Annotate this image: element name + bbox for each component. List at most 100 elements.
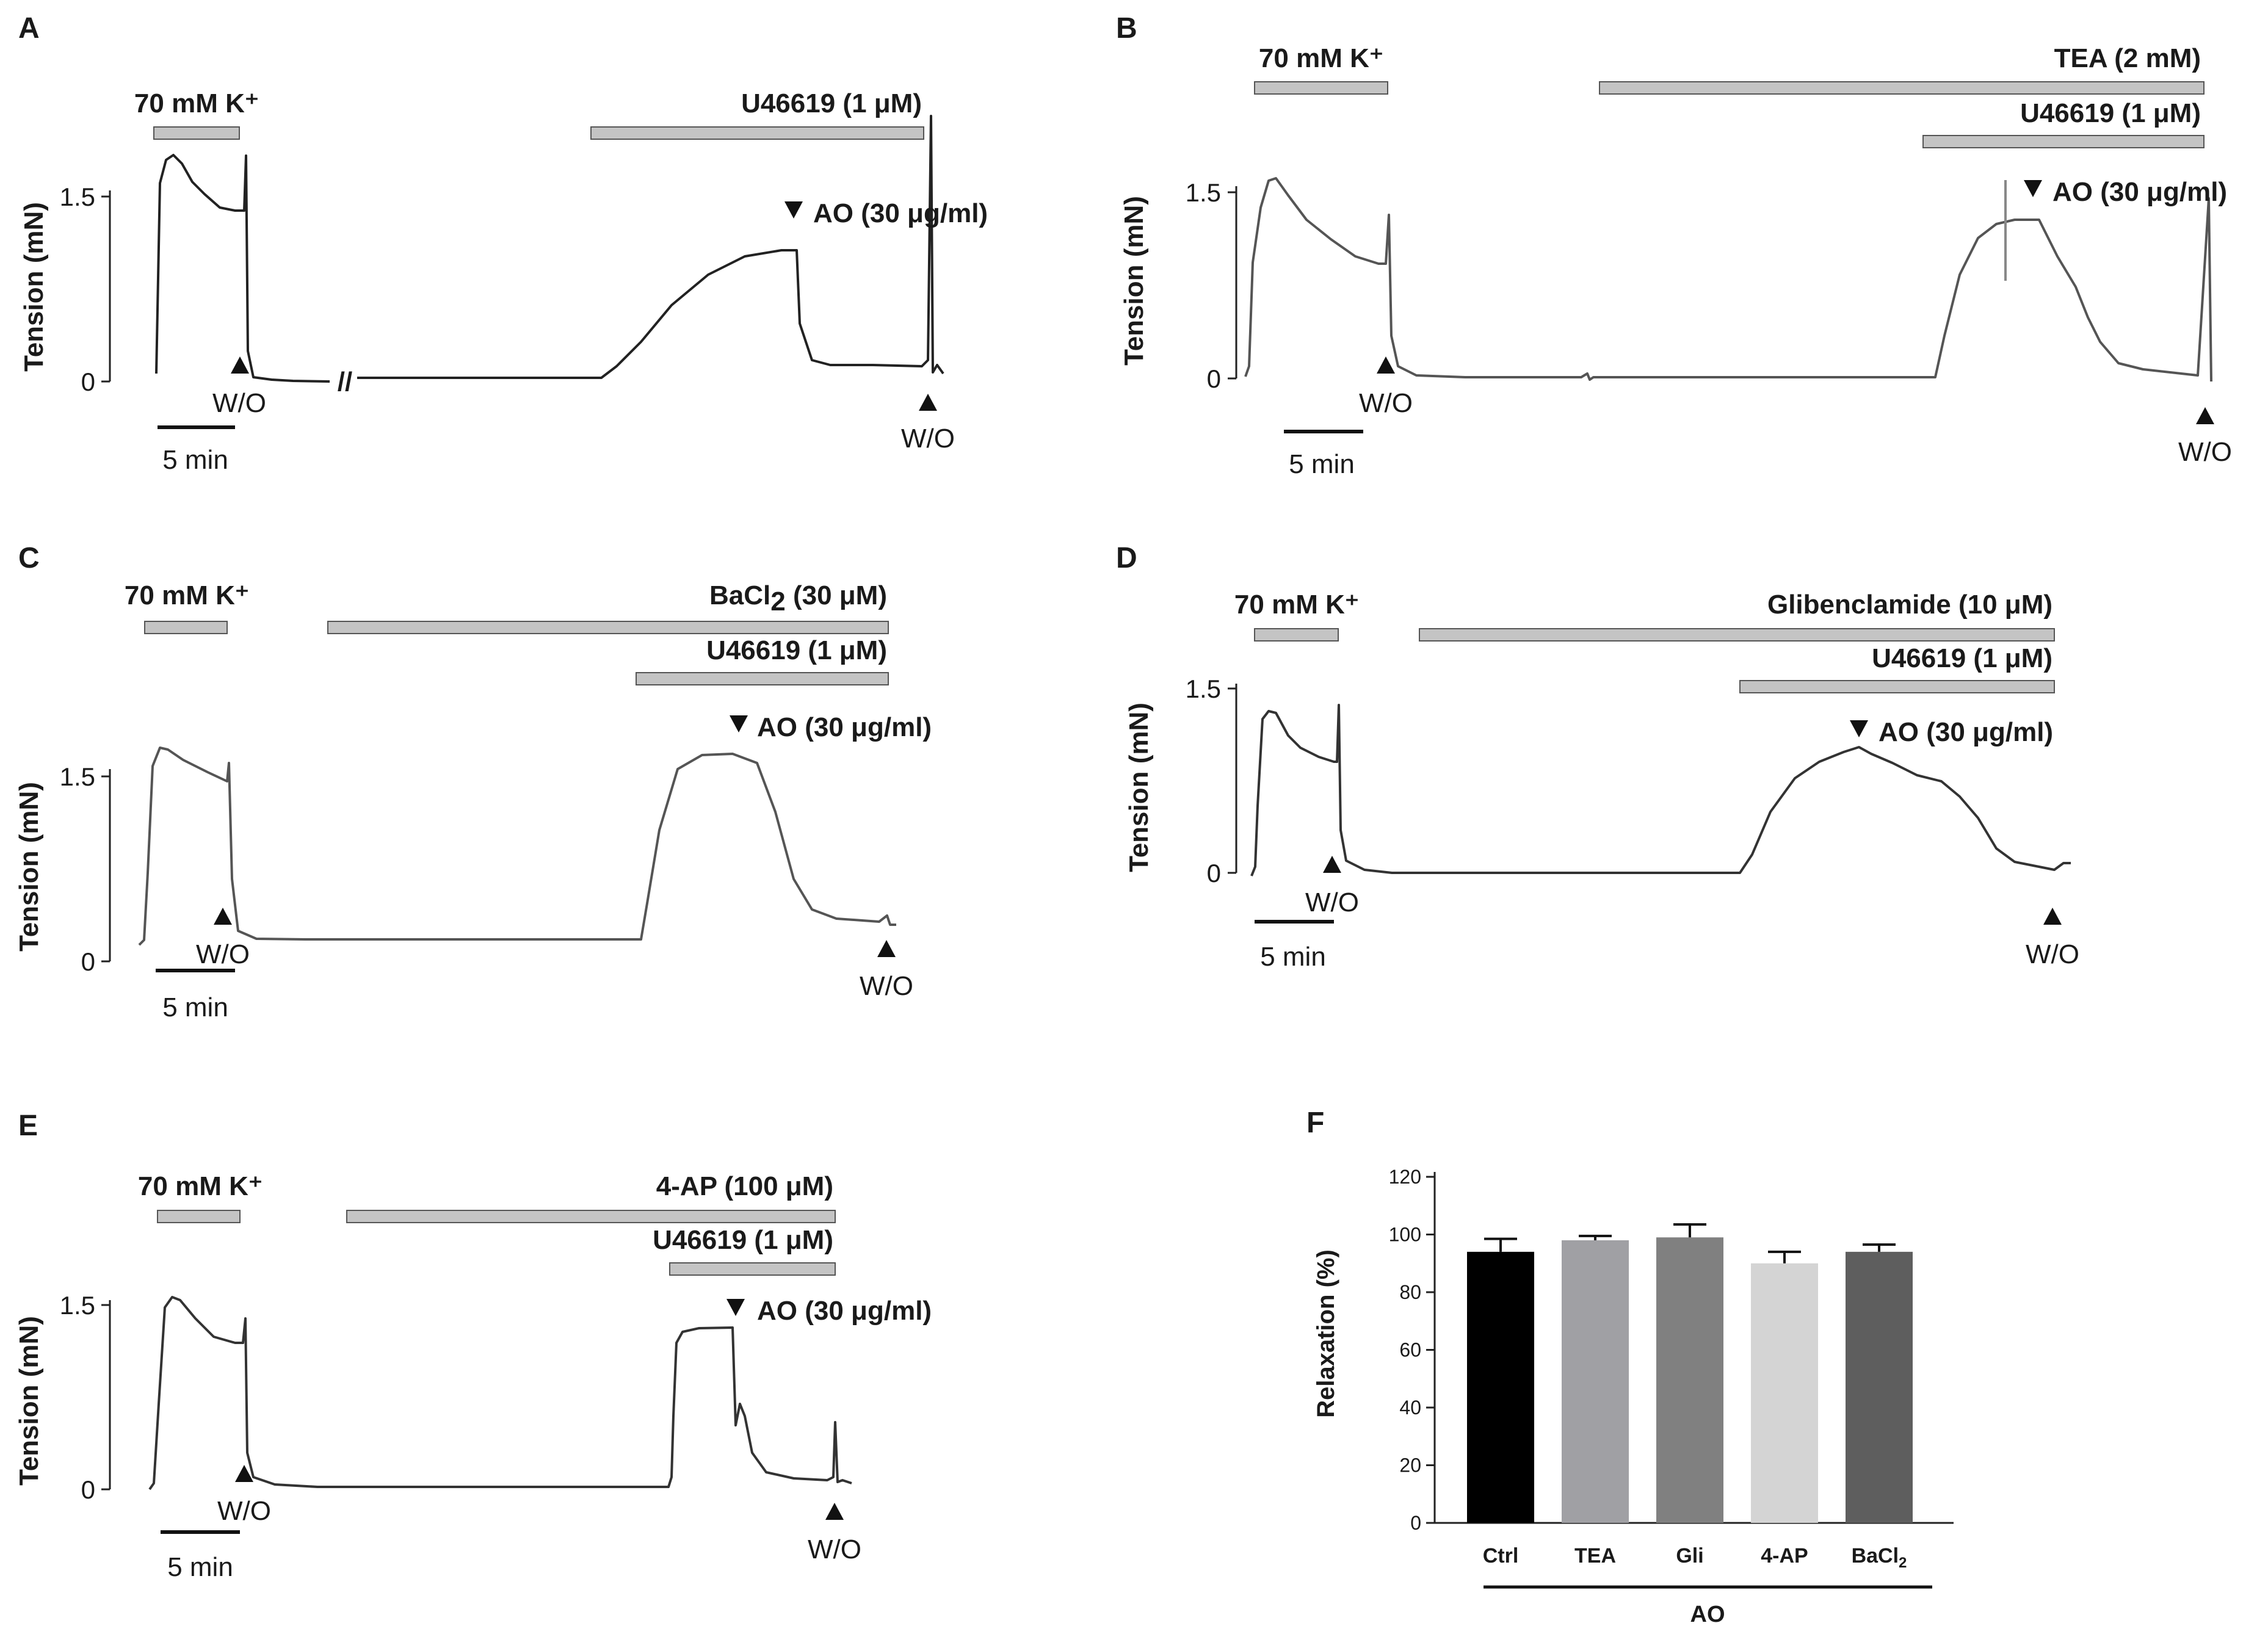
category-label-0: Ctrl (1483, 1544, 1519, 1567)
panel-e-wo2-label: W/O (808, 1535, 861, 1564)
panel-c-k-label: 70 mM K⁺ (125, 580, 249, 610)
category-label-4: BaCl2 (1852, 1544, 1907, 1571)
panel-e-scale-label: 5 min (167, 1552, 233, 1582)
panel-a-u46619-bar (590, 126, 924, 140)
panel-c-y-axis-label: Tension (mN) (14, 782, 44, 952)
panel-e-y-tick-zero-label: 0 (81, 1475, 95, 1504)
panel-b-wo1-label: W/O (1359, 388, 1413, 418)
bar-chart-group-label: AO (1690, 1602, 1725, 1627)
bar-chart-category-labels: Ctrl TEA Gli 4-AP BaCl2 (1483, 1544, 1907, 1571)
bar-gli (1656, 1237, 1723, 1523)
panel-d-k-bar (1254, 628, 1339, 642)
panel-a-wo1-arrow (231, 356, 249, 374)
panel-a-label: A (18, 12, 40, 45)
panel-c-y-tick-zero-label: 0 (81, 947, 95, 976)
panel-e-k-bar (157, 1210, 241, 1223)
panel-e-4ap-bar (346, 1210, 836, 1223)
panel-b-tea-bar (1599, 81, 2205, 95)
panel-b-ao-arrow (2024, 180, 2042, 197)
bar-chart-bars (1467, 1223, 1913, 1523)
panel-c-label: C (18, 542, 40, 574)
panel-a-u46619-label: U46619 (1 μM) (741, 89, 922, 118)
bar-chart-y-ticks: 0 20 40 60 80 100 120 (1389, 1166, 1435, 1534)
panel-c-u46619-label: U46619 (1 μM) (706, 635, 887, 665)
panel-a-trace-2 (357, 115, 944, 379)
category-label-3: 4-AP (1761, 1544, 1808, 1567)
panel-c-ao-label: AO (30 μg/ml) (757, 712, 932, 742)
panel-c-u46619-bar (636, 672, 889, 685)
panel-c-y-tick-top-label: 1.5 (60, 762, 95, 791)
panel-d-ao-arrow (1850, 720, 1868, 737)
panel-a-wo1-label: W/O (212, 388, 266, 418)
panel-e-ao-arrow (726, 1299, 745, 1316)
panel-e-u46619-bar (669, 1262, 836, 1276)
panel-e-y-tick-top-label: 1.5 (60, 1291, 95, 1320)
panel-b-trace (1244, 177, 2212, 382)
panel-a-wo2-label: W/O (901, 424, 955, 454)
panel-b-u46619-label: U46619 (1 μM) (2020, 98, 2201, 128)
panel-c-k-bar (144, 621, 228, 634)
panel-a-wo2-arrow (919, 394, 937, 411)
panel-d-u46619-bar (1739, 680, 2055, 693)
panel-d-glib-bar (1419, 628, 2055, 642)
panel-b-k-label: 70 mM K⁺ (1259, 43, 1383, 73)
panel-b: B 70 mM K⁺ TEA (2 mM) U46619 (1 μM) 1.5 … (1116, 12, 2232, 479)
panel-d-k-label: 70 mM K⁺ (1234, 590, 1359, 620)
panel-d-ao-label: AO (30 μg/ml) (1879, 717, 2053, 747)
panel-d-trace (1250, 704, 2071, 877)
panel-f: F Relaxation (%) 0 20 40 60 80 100 120 Ctrl TEA… (1306, 1107, 1954, 1627)
bar-bacl2 (1846, 1251, 1913, 1523)
panel-b-y-axis-label: Tension (mN) (1119, 196, 1149, 366)
panel-e-ao-label: AO (30 μg/ml) (757, 1296, 932, 1326)
panel-c-bacl2-label: BaCl2 (30 μM) (709, 580, 887, 616)
panel-a-trace-1 (155, 154, 330, 383)
panel-c-ao-arrow (730, 715, 748, 732)
panel-a-y-tick-zero-label: 0 (81, 367, 95, 396)
y-tick-label-4: 80 (1399, 1281, 1421, 1303)
panel-e-wo1-arrow (235, 1465, 253, 1482)
panel-e: E 70 mM K⁺ 4-AP (100 μM) U46619 (1 μM) 1… (14, 1110, 932, 1582)
panel-d: D 70 mM K⁺ Glibenclamide (10 μM) U46619 … (1116, 542, 2079, 972)
y-tick-label-3: 60 (1399, 1339, 1421, 1361)
bar-tea (1562, 1240, 1629, 1523)
panel-b-scale-label: 5 min (1289, 449, 1355, 479)
panel-c-scale-label: 5 min (162, 992, 228, 1022)
panel-a-ao-arrow (784, 201, 803, 219)
panel-b-k-bar (1254, 81, 1388, 95)
panel-e-4ap-label: 4-AP (100 μM) (656, 1171, 833, 1201)
panel-d-label: D (1116, 542, 1137, 574)
panel-a-ao-label: AO (30 μg/ml) (813, 198, 988, 228)
panel-c-wo2-label: W/O (860, 971, 913, 1001)
panel-b-wo1-arrow (1377, 356, 1395, 374)
panel-c-wo1-label: W/O (196, 939, 250, 969)
panel-e-y-axis-label: Tension (mN) (14, 1316, 44, 1486)
panel-d-scale-label: 5 min (1260, 942, 1326, 972)
panel-a-k-bar (153, 126, 240, 140)
panel-a-k-label: 70 mM K⁺ (134, 89, 259, 118)
panel-e-label: E (18, 1110, 38, 1142)
panel-e-wo2-arrow (825, 1503, 844, 1520)
bar-ctrl (1467, 1251, 1534, 1523)
y-tick-label-2: 40 (1399, 1397, 1421, 1419)
panel-f-label: F (1306, 1107, 1324, 1139)
panel-d-wo1-label: W/O (1305, 887, 1359, 917)
bar-4-ap (1751, 1263, 1818, 1523)
panel-b-wo2-arrow (2196, 407, 2214, 424)
panel-d-y-axis-label: Tension (mN) (1124, 703, 1154, 872)
panel-d-y-tick-zero-label: 0 (1207, 859, 1221, 887)
panel-c-bacl2-bar (327, 621, 889, 634)
panel-c-bacl2-label-tail: (30 μM) (786, 580, 887, 610)
panel-b-ao-label: AO (30 μg/ml) (2052, 177, 2227, 207)
panel-b-wo2-label: W/O (2178, 437, 2232, 467)
panel-a-y-axis-label: Tension (mN) (19, 202, 49, 372)
category-label-1: TEA (1574, 1544, 1616, 1567)
panel-b-y-tick-top-label: 1.5 (1186, 178, 1221, 207)
panel-a: A 70 mM K⁺ U46619 (1 μM) 1.5 0 Tension (… (18, 12, 988, 475)
panel-a-break-mark: // (338, 367, 352, 397)
panel-d-wo2-arrow (2043, 908, 2062, 925)
panel-b-u46619-bar (1922, 135, 2205, 148)
panel-b-label: B (1116, 12, 1137, 45)
panel-a-scale-label: 5 min (162, 445, 228, 475)
panel-d-u46619-label: U46619 (1 μM) (1872, 643, 2052, 673)
panel-e-wo1-label: W/O (217, 1496, 271, 1526)
